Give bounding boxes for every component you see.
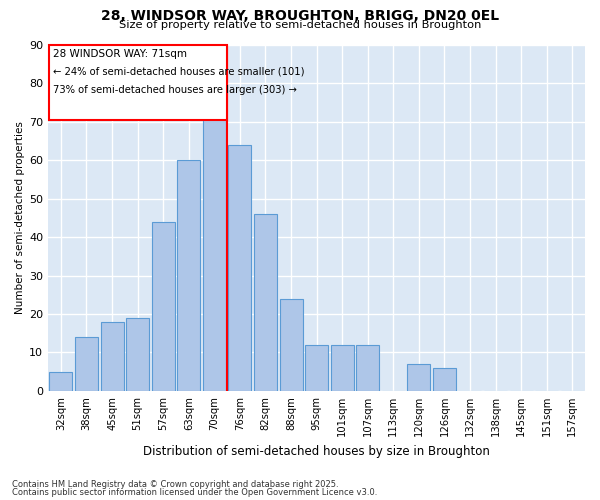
Bar xyxy=(305,345,328,391)
Bar xyxy=(75,337,98,391)
Text: 28 WINDSOR WAY: 71sqm: 28 WINDSOR WAY: 71sqm xyxy=(53,49,187,59)
Bar xyxy=(203,99,226,391)
Text: 28, WINDSOR WAY, BROUGHTON, BRIGG, DN20 0EL: 28, WINDSOR WAY, BROUGHTON, BRIGG, DN20 … xyxy=(101,9,499,23)
Bar xyxy=(101,322,124,391)
Bar xyxy=(433,368,456,391)
Bar xyxy=(152,222,175,391)
Bar xyxy=(49,45,227,120)
Y-axis label: Number of semi-detached properties: Number of semi-detached properties xyxy=(15,122,25,314)
Bar xyxy=(126,318,149,391)
Bar xyxy=(407,364,430,391)
Text: Contains public sector information licensed under the Open Government Licence v3: Contains public sector information licen… xyxy=(12,488,377,497)
Bar xyxy=(356,345,379,391)
Bar xyxy=(49,372,73,391)
Bar xyxy=(331,345,353,391)
Text: Contains HM Land Registry data © Crown copyright and database right 2025.: Contains HM Land Registry data © Crown c… xyxy=(12,480,338,489)
X-axis label: Distribution of semi-detached houses by size in Broughton: Distribution of semi-detached houses by … xyxy=(143,444,490,458)
Bar xyxy=(254,214,277,391)
Text: ← 24% of semi-detached houses are smaller (101): ← 24% of semi-detached houses are smalle… xyxy=(53,66,305,76)
Text: Size of property relative to semi-detached houses in Broughton: Size of property relative to semi-detach… xyxy=(119,20,481,30)
Bar xyxy=(229,145,251,391)
Bar xyxy=(280,298,302,391)
Text: 73% of semi-detached houses are larger (303) →: 73% of semi-detached houses are larger (… xyxy=(53,86,297,96)
Bar xyxy=(177,160,200,391)
